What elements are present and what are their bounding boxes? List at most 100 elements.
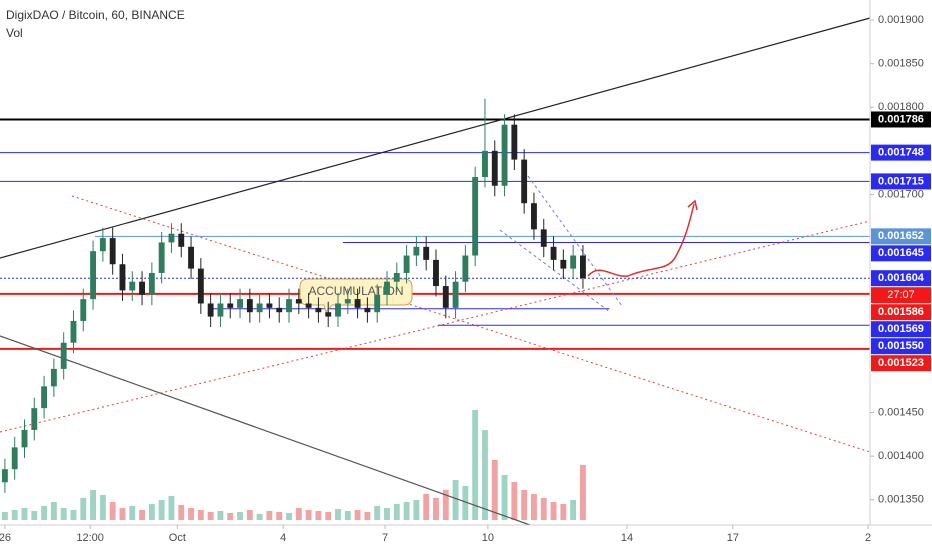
candle-body: [501, 124, 508, 186]
volume-bar: [80, 498, 87, 520]
volume-bar: [70, 510, 77, 520]
volume-bar: [90, 490, 97, 520]
price-tag: [871, 111, 931, 128]
candle-body: [540, 229, 547, 247]
volume-bar: [50, 502, 57, 520]
price-tag-label: 0.001645: [878, 247, 924, 259]
candle-body: [99, 238, 106, 252]
candle-body: [423, 246, 430, 260]
candle-body: [521, 159, 528, 204]
volume-bar: [11, 510, 18, 520]
volume-bar: [550, 502, 557, 520]
candle-body: [70, 320, 77, 343]
volume-bar: [384, 508, 390, 520]
price-tag: [871, 321, 931, 338]
volume-bar: [325, 512, 332, 520]
candle-body: [139, 281, 145, 295]
price-tag: [871, 173, 931, 190]
volume-bar: [237, 512, 243, 520]
x-tick-label: 4: [280, 532, 286, 544]
volume-bar: [60, 508, 67, 520]
candle-body: [433, 259, 439, 287]
volume-bar: [227, 513, 234, 520]
price-tag: [871, 270, 931, 287]
volume-bar: [511, 482, 518, 520]
channel-line: [499, 229, 611, 313]
volume-bar: [521, 490, 528, 520]
y-tick-label: 0.001800: [878, 101, 924, 113]
price-tag: [871, 355, 931, 372]
volume-bar: [393, 504, 400, 520]
volume-bar: [168, 496, 175, 520]
volume-bar: [364, 512, 371, 520]
candle-body: [413, 246, 420, 256]
volume-bar: [217, 511, 224, 520]
volume-bar: [41, 506, 48, 520]
candle-body: [403, 255, 410, 273]
volume-bar: [423, 494, 430, 520]
countdown-tag: [871, 287, 931, 304]
candle-body: [374, 294, 381, 313]
volume-bar: [1, 512, 8, 520]
volume-bar: [540, 498, 547, 520]
chart-title: DigixDAO / Bitcoin, 60, BINANCE: [6, 8, 185, 22]
candle-body: [315, 307, 322, 313]
price-tag: [871, 304, 931, 321]
candle-body: [354, 299, 361, 308]
candle-body: [482, 150, 488, 178]
volume-bar: [452, 480, 459, 520]
volume-bar: [462, 486, 469, 520]
candle-body: [472, 177, 479, 256]
x-tick-label: 26: [0, 532, 11, 544]
volume-bar: [344, 511, 351, 520]
candle-body: [158, 242, 165, 273]
volume-bar: [433, 498, 439, 520]
candle-body: [119, 264, 126, 291]
trend-line: [0, 17, 871, 259]
candle-body: [188, 246, 194, 269]
candle-body: [286, 299, 292, 313]
x-tick-label: 10: [482, 532, 494, 544]
trend-line: [0, 335, 531, 526]
price-tag-label: 0.001715: [878, 175, 924, 187]
candle-body: [217, 303, 224, 317]
candle-body: [207, 303, 214, 317]
arrow-head: [687, 199, 698, 211]
volume-bar: [315, 511, 322, 520]
price-tag-label: 0.001748: [878, 147, 924, 159]
candle-body: [531, 203, 537, 230]
volume-bar: [158, 500, 165, 520]
candle-body: [335, 303, 341, 317]
candle-body: [197, 268, 204, 304]
candle-body: [256, 303, 263, 313]
volume-bar: [276, 512, 283, 520]
volume-bar: [374, 506, 381, 520]
volume-bar: [31, 511, 38, 520]
countdown: 27:07: [887, 289, 915, 301]
volume-bar: [501, 475, 508, 520]
volume-bar: [188, 508, 194, 520]
candle-body: [31, 408, 38, 430]
candle-body: [511, 124, 518, 160]
volume-bar: [139, 510, 145, 520]
volume-bar: [570, 500, 577, 520]
volume-bar: [560, 504, 567, 520]
candle-body: [60, 342, 67, 369]
y-tick-label: 0.001700: [878, 188, 924, 200]
price-tag: [871, 144, 931, 161]
volume-bar: [335, 509, 341, 520]
price-tag-label: 0.001586: [878, 306, 924, 318]
volume-bar: [129, 506, 136, 520]
candle-body: [168, 233, 175, 243]
candle-body: [11, 447, 18, 470]
candle-body: [227, 303, 234, 308]
y-tick-label: 0.001400: [878, 450, 924, 462]
price-tag-label: 0.001550: [878, 340, 924, 352]
candle-body: [1, 469, 8, 483]
x-tick-label: 7: [382, 532, 388, 544]
volume-bar: [472, 410, 479, 520]
volume-bar: [109, 502, 116, 520]
volume-bar: [207, 512, 214, 520]
volume-bar: [442, 490, 449, 520]
volume-bar: [197, 510, 204, 520]
